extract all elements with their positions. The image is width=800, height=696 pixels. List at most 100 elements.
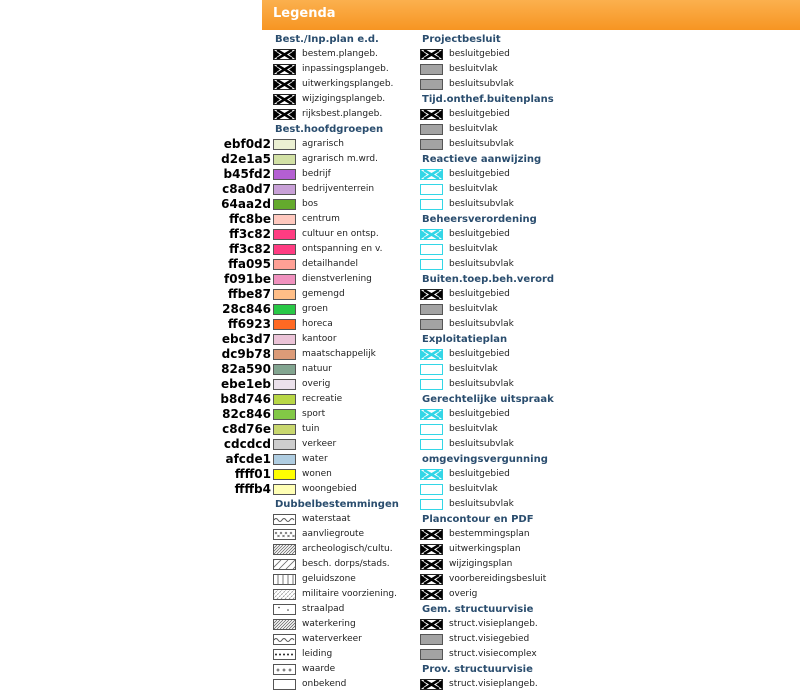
cross-swatch-icon bbox=[273, 64, 296, 75]
legend-item-label: besluitvlak bbox=[449, 64, 498, 74]
legend-item-label: archeologisch/cultu. bbox=[302, 544, 393, 554]
legend-item-label: besluitgebied bbox=[449, 169, 510, 179]
color-code-spacer bbox=[205, 107, 273, 122]
cross-swatch-icon bbox=[273, 49, 296, 60]
legend-group-heading: Gem. structuurvisie bbox=[422, 604, 534, 615]
color-code-label: ffff01 bbox=[234, 467, 271, 481]
cross-swatch-icon bbox=[420, 289, 443, 300]
legend-item-uitwerkingsplangeb: uitwerkingsplangeb. bbox=[273, 77, 415, 92]
color-swatch-icon bbox=[273, 259, 296, 270]
legend-item-label: besluitvlak bbox=[449, 304, 498, 314]
grey-swatch-icon bbox=[420, 304, 443, 315]
color-swatch-icon bbox=[273, 349, 296, 360]
legend-item-label: agrarisch bbox=[302, 139, 344, 149]
legend-item-label: besluitvlak bbox=[449, 244, 498, 254]
color-code-spacer bbox=[205, 542, 273, 557]
color-code-spacer bbox=[205, 62, 273, 77]
legend-item-label: wijzigingsplan bbox=[449, 559, 513, 569]
color-code-spacer bbox=[205, 557, 273, 572]
legend-item-militaire-voorziening: militaire voorziening. bbox=[273, 587, 415, 602]
legend-item-label: bestem.plangeb. bbox=[302, 49, 378, 59]
cyan-swatch-icon bbox=[420, 379, 443, 390]
color-code-spacer bbox=[205, 572, 273, 587]
color-code-label: ebc3d7 bbox=[221, 332, 271, 346]
cross-swatch-icon bbox=[273, 109, 296, 120]
color-code-spacer bbox=[205, 632, 273, 647]
legend-item-label: besluitvlak bbox=[449, 484, 498, 494]
cross-swatch-icon bbox=[420, 529, 443, 540]
cross-swatch-icon bbox=[420, 109, 443, 120]
legend-item-besluitvlak: besluitvlak bbox=[420, 362, 560, 377]
legend-item-besluitgebied: besluitgebied bbox=[420, 407, 560, 422]
legend-item-label: besluitsubvlak bbox=[449, 319, 514, 329]
cross-swatch-icon bbox=[420, 619, 443, 630]
color-swatch-icon bbox=[273, 139, 296, 150]
legend-group-heading: Buiten.toep.beh.verord bbox=[422, 274, 555, 285]
legend-item-label: verkeer bbox=[302, 439, 337, 449]
legend-item-aanvliegroute: aanvliegroute bbox=[273, 527, 415, 542]
legend-item-label: straalpad bbox=[302, 604, 345, 614]
legend-item-besluitvlak: besluitvlak bbox=[420, 182, 560, 197]
legend-item-label: struct.visiecomplex bbox=[449, 649, 537, 659]
legend-item-kantoor: kantoor bbox=[273, 332, 415, 347]
cross-cyan-swatch-icon bbox=[420, 349, 443, 360]
color-swatch-icon bbox=[273, 439, 296, 450]
legend-item-bos: bos bbox=[273, 197, 415, 212]
legend-item-label: besluitvlak bbox=[449, 364, 498, 374]
color-code-spacer bbox=[205, 617, 273, 632]
grey-swatch-icon bbox=[420, 64, 443, 75]
legend-item-archeologisch-cultu: archeologisch/cultu. bbox=[273, 542, 415, 557]
color-code-label: c8a0d7 bbox=[222, 182, 271, 196]
legend-item-label: besluitsubvlak bbox=[449, 439, 514, 449]
color-swatch-icon bbox=[273, 169, 296, 180]
color-swatch-icon bbox=[273, 244, 296, 255]
legend-item-label: struct.visieplangeb. bbox=[449, 619, 538, 629]
legend-item-wonen: wonen bbox=[273, 467, 415, 482]
legend-item-label: agrarisch m.wrd. bbox=[302, 154, 378, 164]
legend-item-label: besluitvlak bbox=[449, 184, 498, 194]
legend-item-overig: overig bbox=[420, 587, 560, 602]
color-code-label: c8d76e bbox=[222, 422, 271, 436]
color-code-label: ff3c82 bbox=[229, 242, 271, 256]
color-swatch-icon bbox=[273, 289, 296, 300]
legend-column-left: Best./Inp.plan e.d. bestem.plangeb. inpa… bbox=[273, 32, 415, 692]
xdots-swatch-icon bbox=[273, 529, 296, 540]
legend-item-besluitvlak: besluitvlak bbox=[420, 482, 560, 497]
legend-item-label: militaire voorziening. bbox=[302, 589, 397, 599]
cyan-swatch-icon bbox=[420, 184, 443, 195]
color-swatch-icon bbox=[273, 319, 296, 330]
legend-item-besluitvlak: besluitvlak bbox=[420, 422, 560, 437]
legend-item-besluitvlak: besluitvlak bbox=[420, 302, 560, 317]
legend-item-label: aanvliegroute bbox=[302, 529, 365, 539]
legend-item-waterkering: waterkering bbox=[273, 617, 415, 632]
color-code-column: ebf0d2 d2e1a5 b45fd2 c8a0d7 64aa2d ffc8be ff3c… bbox=[205, 32, 273, 692]
legend-item-label: gemengd bbox=[302, 289, 345, 299]
legend-item-label: geluidszone bbox=[302, 574, 356, 584]
legend-item-struct-visieplangeb: struct.visieplangeb. bbox=[420, 617, 560, 632]
legend-item-maatschappelijk: maatschappelijk bbox=[273, 347, 415, 362]
legend-item-label: besluitsubvlak bbox=[449, 379, 514, 389]
cross-cyan-swatch-icon bbox=[420, 229, 443, 240]
color-code-label: b8d746 bbox=[220, 392, 271, 406]
cross-cyan-swatch-icon bbox=[420, 469, 443, 480]
legend-group-heading: Tijd.onthef.buitenplans bbox=[422, 94, 554, 105]
legend-item-besluitvlak: besluitvlak bbox=[420, 122, 560, 137]
cross-swatch-icon bbox=[273, 94, 296, 105]
legend-item-label: struct.visiegebied bbox=[449, 634, 530, 644]
color-code-spacer bbox=[205, 47, 273, 62]
legend-item-centrum: centrum bbox=[273, 212, 415, 227]
legend-item-tuin: tuin bbox=[273, 422, 415, 437]
color-swatch-icon bbox=[273, 379, 296, 390]
legend-item-wijzigingsplan: wijzigingsplan bbox=[420, 557, 560, 572]
legend-item-besluitvlak: besluitvlak bbox=[420, 242, 560, 257]
hatch-dash-swatch-icon bbox=[273, 589, 296, 600]
color-code-label: ffc8be bbox=[229, 212, 271, 226]
color-code-spacer bbox=[205, 647, 273, 662]
hatch-sparse-swatch-icon bbox=[273, 559, 296, 570]
legend-item-label: waarde bbox=[302, 664, 336, 674]
legend-item-label: besluitsubvlak bbox=[449, 199, 514, 209]
color-code-spacer bbox=[205, 512, 273, 527]
legend-group-heading: Exploitatieplan bbox=[422, 334, 508, 345]
dots-sparse-swatch-icon bbox=[273, 604, 296, 615]
color-swatch-icon bbox=[273, 214, 296, 225]
